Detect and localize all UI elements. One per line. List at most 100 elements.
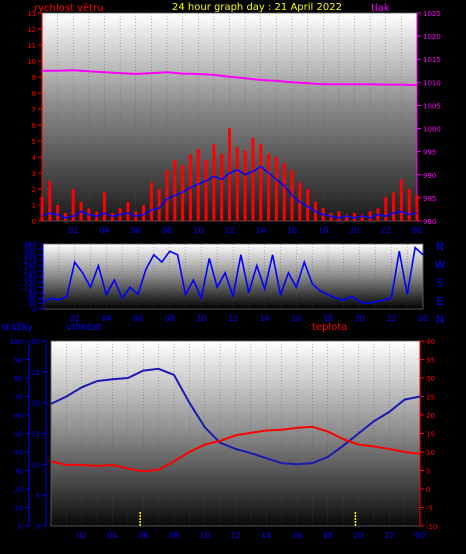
x-tick-label: 06 (138, 531, 148, 540)
gust-bar (337, 211, 341, 221)
rain-axis-tick-label: 20 (14, 486, 23, 494)
x-tick-label: 00 (415, 531, 425, 540)
gust-bar (56, 205, 60, 221)
chart-title: 24 hour graph day : 21 April 2022 (172, 2, 342, 13)
temperature-axis-tick-label: 0 (426, 486, 430, 494)
temperature-line (50, 425, 421, 473)
pressure-axis-tick-label: 1010 (423, 79, 441, 87)
humidity-axis-label: vlhkost (66, 322, 102, 333)
gust-bar (40, 197, 44, 221)
temperature-axis-tick-label: 40 (426, 338, 435, 346)
gust-bar (71, 189, 75, 221)
x-tick-label: 12 (230, 531, 240, 540)
pressure-axis-label: tlak (371, 3, 390, 14)
wind-axis-tick-label: 5 (32, 138, 36, 146)
x-tick-label: 22 (386, 314, 396, 323)
x-tick-label: 14 (260, 314, 270, 323)
x-tick-label: 04 (101, 314, 111, 323)
rain-axis-tick-label: 100 (10, 338, 23, 346)
gust-bar (228, 128, 231, 221)
humidity-axis-tick-label: 0 (36, 523, 40, 531)
direction-axis-tick-label: 150 (24, 279, 37, 287)
x-tick-label: 14 (261, 531, 271, 540)
pressure-axis-tick-label: 1000 (423, 126, 441, 134)
x-tick-label: 10 (196, 314, 206, 323)
x-tick-label: 02 (68, 226, 78, 235)
compass-label: N (436, 240, 444, 253)
temperature-axis-tick-label: -10 (426, 523, 437, 531)
x-tick-label: 18 (318, 226, 328, 235)
compass-label: W (435, 258, 446, 271)
wind-axis-tick-label: 3 (32, 170, 36, 178)
gust-bar (103, 192, 106, 221)
wind-axis-tick-label: 9 (32, 74, 36, 82)
pressure-axis-tick-label: 1025 (423, 10, 441, 18)
humidity-line (50, 367, 421, 466)
x-tick-label: 14 (256, 226, 266, 235)
gust-bar (345, 214, 349, 221)
wind-axis-tick-label: 0 (32, 218, 36, 226)
x-tick-label: 02 (70, 314, 80, 323)
direction-axis-tick-label: 240 (24, 263, 37, 271)
pressure-axis-tick-label: 1020 (423, 33, 441, 41)
gust-bar (392, 192, 396, 221)
gust-bar (251, 137, 255, 221)
gust-bar (165, 169, 169, 221)
x-tick-label: 10 (200, 531, 210, 540)
wind-axis-tick-label: 8 (32, 90, 36, 98)
gust-bar (353, 213, 356, 221)
x-tick-label: 00 (418, 314, 428, 323)
x-tick-label: 16 (287, 226, 297, 235)
humidity-axis-tick-label: 15 (31, 431, 40, 439)
temperature-axis-tick-label: 10 (426, 449, 435, 457)
pressure-axis-tick-label: 995 (423, 149, 436, 157)
pressure-line (42, 69, 418, 87)
gust-bar (306, 189, 310, 221)
direction-axis-tick-label: 210 (24, 268, 37, 276)
direction-axis-tick-label: 90 (28, 290, 37, 298)
gust-bar (259, 144, 263, 221)
temperature-axis-tick-label: 5 (426, 468, 430, 476)
temperature-axis-label: teplota (312, 322, 347, 333)
x-tick-label: 20 (349, 226, 359, 235)
temperature-axis-tick-label: -5 (426, 505, 433, 513)
x-tick-label: 20 (353, 531, 363, 540)
pressure-axis-tick-label: 980 (423, 218, 436, 226)
gust-bar (149, 182, 153, 221)
direction-axis-tick-label: 0 (33, 306, 37, 314)
x-tick-label: 06 (133, 314, 143, 323)
x-tick-label: 02 (77, 531, 87, 540)
gust-bar (157, 189, 161, 221)
direction-axis-tick-label: 300 (24, 252, 37, 260)
x-tick-label: 10 (193, 226, 203, 235)
rain-axis-tick-label: 80 (14, 375, 23, 383)
direction-axis-tick-label: 330 (24, 246, 37, 254)
wind-direction-line (42, 246, 424, 305)
humidity-axis-tick-label: 25 (31, 369, 40, 377)
rain-axis-tick-label: 40 (14, 449, 23, 457)
compass-label: S (437, 277, 444, 290)
rain-axis-tick-label: 10 (14, 505, 23, 513)
gust-bar (407, 189, 411, 221)
gust-bar (360, 214, 364, 221)
gust-bar (329, 213, 333, 221)
gust-bar (48, 181, 52, 221)
x-tick-label: 06 (131, 226, 141, 235)
temperature-axis-tick-label: 25 (426, 394, 435, 402)
compass-label: E (437, 295, 444, 308)
gust-bar (212, 144, 216, 221)
temperature-axis-tick-label: 35 (426, 357, 435, 365)
gust-bar (368, 211, 372, 221)
direction-axis-tick-label: 360 (24, 241, 37, 249)
gust-bar (282, 163, 286, 221)
pressure-axis-tick-label: 990 (423, 172, 436, 180)
x-tick-label: 18 (323, 314, 333, 323)
gust-bar (235, 147, 239, 221)
gust-bar (267, 153, 271, 221)
rain-axis-tick-label: 50 (14, 431, 23, 439)
wind-axis-tick-label: 10 (27, 58, 36, 66)
direction-axis-tick-label: 30 (28, 301, 37, 309)
gust-bar (204, 160, 208, 221)
x-tick-label: 04 (107, 531, 117, 540)
